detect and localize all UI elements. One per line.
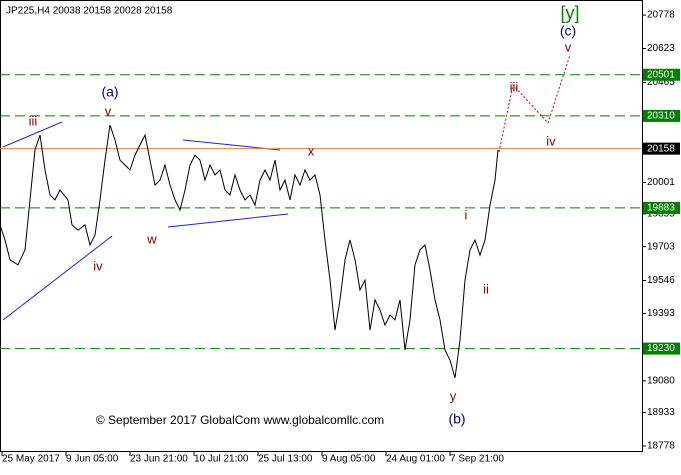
wave-label: y (450, 388, 457, 403)
level-label: 20501 (647, 69, 675, 80)
y-tick-label: 18933 (647, 407, 675, 418)
level-box (643, 342, 680, 355)
x-tick-label: 24 Aug 01:00 (386, 454, 445, 465)
y-tick-label: 19080 (647, 376, 675, 387)
level-box (643, 109, 680, 122)
trend-line (167, 213, 289, 228)
wave-label: v (105, 103, 112, 118)
wave-label: iv (546, 133, 556, 148)
wave-label: [y] (560, 3, 579, 23)
x-tick-label: 25 Jul 13:00 (258, 454, 313, 465)
x-tick-label: 7 Sep 21:00 (450, 454, 504, 465)
y-tick-label: 20623 (647, 43, 675, 54)
level-label: 19230 (647, 343, 675, 354)
y-tick-label: 19703 (647, 241, 675, 252)
trend-line (2, 121, 63, 148)
wave-label: (a) (101, 84, 118, 100)
x-tick-label: 9 Jun 05:00 (66, 454, 119, 465)
x-tick-label: 10 Jul 21:00 (194, 454, 249, 465)
wave-label: iv (93, 258, 103, 273)
wave-label: (c) (560, 23, 576, 39)
y-tick-label: 19855 (647, 209, 675, 220)
wave-label: (b) (448, 411, 465, 427)
wave-label: ii (483, 281, 489, 296)
x-tick-label: 23 Jun 21:00 (130, 454, 188, 465)
trend-line (2, 235, 113, 321)
x-tick-label: 9 Aug 05:00 (322, 454, 376, 465)
level-box (643, 201, 680, 214)
chart-title: JP225,H4 20038 20158 20028 20158 (6, 6, 173, 17)
x-tick-label: 25 May 2017 (2, 454, 60, 465)
wave-label: iii (510, 79, 519, 94)
level-label: 20310 (647, 111, 675, 122)
y-tick-label: 19546 (647, 275, 675, 286)
wave-label: x (308, 143, 315, 158)
y-tick-label: 20001 (647, 177, 675, 188)
price-label: 20158 (647, 143, 675, 154)
wave-label: iii (29, 113, 38, 128)
y-tick-label: 20778 (647, 10, 675, 21)
price-box (643, 142, 680, 155)
level-box (643, 68, 680, 81)
level-label: 19883 (647, 203, 675, 214)
price-line-series (0, 124, 499, 379)
wave-label: i (465, 207, 468, 222)
watermark: © September 2017 GlobalCom www.globalcom… (96, 413, 384, 427)
y-tick-label: 20465 (647, 77, 675, 88)
wave-label: w (146, 231, 157, 246)
wave-label: v (565, 39, 572, 54)
y-tick-label: 18778 (647, 441, 675, 452)
y-tick-label: 19393 (647, 308, 675, 319)
